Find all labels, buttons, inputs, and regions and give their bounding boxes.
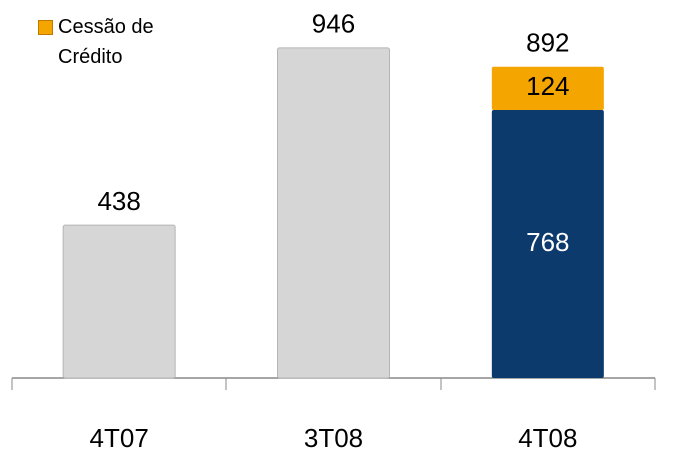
legend-swatch bbox=[38, 20, 53, 35]
data-label: 768 bbox=[526, 227, 569, 257]
legend-label: Cessão de Crédito bbox=[58, 16, 154, 68]
bar-segment bbox=[491, 66, 604, 110]
x-tick-label: 4T08 bbox=[518, 423, 577, 452]
data-label: 124 bbox=[526, 71, 569, 101]
total-label: 892 bbox=[526, 28, 569, 58]
bar-segment bbox=[491, 109, 604, 378]
x-tick-label: 4T07 bbox=[90, 423, 149, 452]
bar-segment bbox=[277, 47, 390, 379]
data-label: 438 bbox=[97, 186, 140, 216]
bar-segment bbox=[62, 224, 176, 379]
x-tick-label: 3T08 bbox=[304, 423, 363, 452]
data-label: 946 bbox=[312, 9, 355, 39]
legend: Cessão de Crédito bbox=[38, 12, 178, 72]
